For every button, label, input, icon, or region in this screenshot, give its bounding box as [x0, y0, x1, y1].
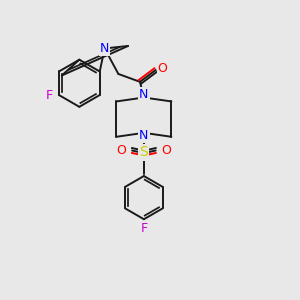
Text: O: O: [116, 144, 126, 157]
Text: F: F: [46, 88, 53, 101]
Text: S: S: [140, 146, 148, 160]
Text: N: N: [100, 42, 109, 55]
Text: F: F: [140, 222, 148, 235]
Text: O: O: [161, 144, 171, 157]
Text: N: N: [139, 88, 148, 101]
Text: N: N: [139, 129, 148, 142]
Text: O: O: [158, 61, 167, 75]
